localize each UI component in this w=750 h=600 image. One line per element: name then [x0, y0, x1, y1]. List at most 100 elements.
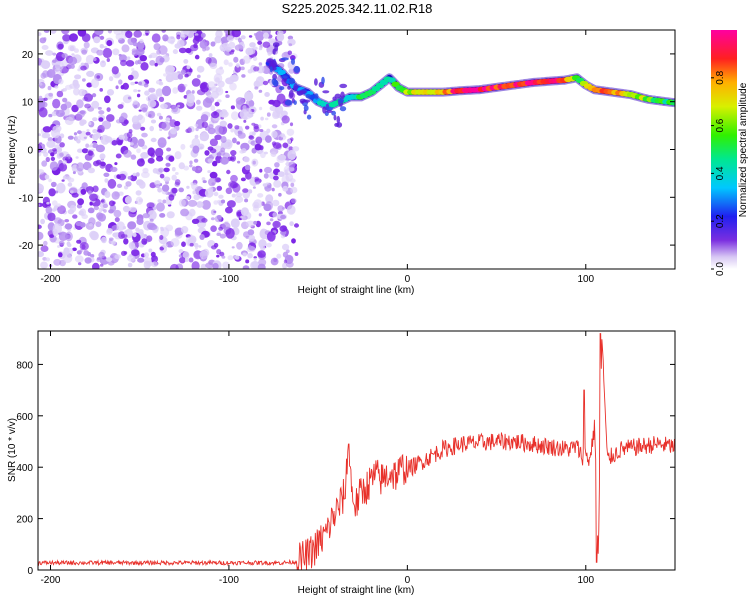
noise-speckle: [280, 234, 286, 239]
noise-speckle: [231, 246, 235, 249]
noise-speckle: [92, 143, 99, 149]
noise-speckle: [272, 212, 278, 218]
noise-speckle: [136, 148, 141, 154]
noise-speckle: [130, 154, 137, 160]
noise-speckle: [98, 207, 103, 213]
ridge-scatter: [303, 99, 311, 103]
noise-speckle: [230, 218, 240, 228]
noise-speckle: [64, 219, 70, 223]
noise-speckle: [240, 177, 246, 182]
noise-speckle: [38, 203, 41, 207]
noise-speckle: [136, 217, 144, 226]
ridge-scatter: [284, 99, 293, 106]
noise-speckle: [288, 43, 293, 47]
noise-speckle: [155, 79, 163, 85]
noise-speckle: [252, 160, 256, 165]
noise-speckle: [46, 140, 56, 148]
noise-speckle: [199, 234, 205, 240]
noise-speckle: [82, 78, 86, 82]
noise-speckle: [253, 66, 260, 72]
noise-speckle: [288, 161, 296, 169]
noise-speckle: [199, 40, 208, 49]
snr-y-axis-title: SNR (10 * v/v): [7, 418, 18, 482]
noise-speckle: [242, 188, 249, 193]
noise-speckle: [213, 200, 219, 205]
noise-speckle: [111, 191, 120, 200]
noise-speckle: [123, 238, 129, 245]
noise-speckle: [143, 83, 149, 88]
noise-speckle: [49, 234, 55, 239]
noise-speckle: [188, 208, 196, 217]
noise-speckle: [165, 74, 174, 83]
noise-speckle: [107, 30, 112, 34]
noise-speckle: [76, 239, 82, 244]
noise-speckle: [248, 35, 253, 38]
noise-speckle: [256, 65, 265, 74]
noise-speckle: [62, 175, 67, 180]
noise-speckle: [140, 126, 146, 131]
noise-speckle: [214, 177, 221, 183]
noise-speckle: [160, 103, 168, 110]
noise-speckle: [76, 250, 82, 255]
noise-speckle: [231, 111, 239, 121]
noise-speckle: [210, 41, 216, 47]
noise-speckle: [266, 128, 271, 134]
noise-speckle: [104, 191, 111, 198]
noise-speckle: [264, 166, 272, 174]
noise-speckle: [93, 205, 99, 211]
noise-speckle: [120, 233, 128, 239]
noise-speckle: [77, 68, 81, 72]
noise-speckle: [191, 261, 200, 269]
noise-speckle: [106, 257, 113, 262]
noise-speckle: [43, 97, 48, 102]
noise-speckle: [56, 203, 61, 208]
noise-speckle: [129, 174, 137, 182]
noise-speckle: [104, 178, 109, 183]
noise-speckle: [252, 46, 258, 51]
noise-speckle: [67, 135, 74, 140]
noise-speckle: [94, 30, 104, 36]
noise-speckle: [248, 189, 253, 194]
noise-speckle: [87, 207, 95, 214]
ridge-scatter: [300, 100, 304, 104]
noise-speckle: [189, 68, 193, 73]
noise-speckle: [51, 184, 56, 188]
noise-speckle: [106, 40, 113, 47]
noise-speckle: [123, 119, 129, 125]
noise-speckle: [286, 205, 296, 215]
noise-speckle: [278, 192, 282, 197]
noise-speckle: [127, 254, 135, 262]
noise-speckle: [289, 178, 296, 183]
noise-speckle: [139, 39, 144, 44]
noise-speckle: [294, 252, 299, 256]
noise-speckle: [40, 261, 48, 269]
noise-speckle: [276, 253, 282, 259]
noise-speckle: [268, 99, 276, 105]
noise-speckle: [202, 180, 207, 184]
colorbar-tick-label: 0.8: [715, 70, 726, 84]
noise-speckle: [38, 152, 42, 157]
noise-speckle: [103, 172, 110, 177]
noise-speckle: [192, 190, 196, 195]
noise-speckle: [57, 205, 66, 215]
noise-speckle: [199, 82, 207, 90]
noise-speckle: [242, 105, 247, 110]
noise-speckle: [74, 135, 81, 143]
noise-speckle: [219, 233, 226, 239]
noise-speckle: [89, 230, 98, 239]
noise-speckle: [109, 237, 114, 241]
noise-speckle: [289, 221, 294, 227]
noise-speckle: [116, 221, 125, 231]
noise-speckle: [91, 100, 100, 109]
noise-speckle: [271, 130, 278, 139]
noise-speckle: [271, 141, 277, 146]
noise-speckle: [269, 218, 274, 222]
noise-speckle: [170, 238, 180, 247]
noise-speckle: [141, 238, 148, 245]
spectrogram-y-tick-label: 20: [22, 50, 34, 61]
noise-speckle: [90, 78, 100, 88]
colorbar-title: Normalized spectral amplitude: [738, 82, 749, 217]
noise-speckle: [84, 257, 92, 264]
noise-speckle: [258, 47, 263, 51]
noise-speckle: [263, 173, 269, 179]
